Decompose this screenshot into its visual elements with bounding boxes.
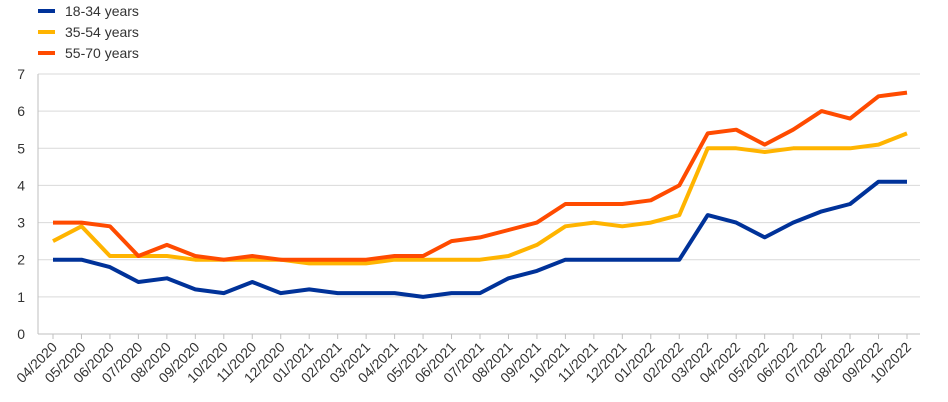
y-tick-label: 7	[17, 66, 25, 82]
y-tick-label: 0	[17, 326, 25, 342]
y-tick-label: 2	[17, 252, 25, 268]
legend-label-18-34: 18-34 years	[65, 2, 139, 19]
chart-legend: 18-34 years 35-54 years 55-70 years	[38, 0, 139, 63]
axes	[37, 74, 920, 335]
y-tick-label: 1	[17, 289, 25, 305]
legend-swatch-18-34	[38, 8, 55, 13]
y-tick-label: 6	[17, 103, 25, 119]
series-line-55-70-years	[53, 90, 908, 262]
y-tick-label: 3	[17, 215, 25, 231]
legend-item-35-54: 35-54 years	[38, 21, 139, 42]
x-axis-ticks: 04/202005/202006/202007/202008/202009/20…	[13, 334, 914, 386]
series-lines	[52, 90, 908, 299]
y-tick-label: 4	[17, 177, 25, 193]
gridlines	[38, 73, 920, 298]
series-line-35-54-years	[52, 131, 908, 266]
series-line-18-34-years	[53, 179, 907, 299]
legend-item-18-34: 18-34 years	[38, 0, 139, 21]
legend-swatch-35-54	[38, 29, 55, 34]
legend-label-35-54: 35-54 years	[65, 23, 139, 40]
y-axis-ticks: 0 1 2 3 4 5 6 7	[17, 66, 25, 342]
legend-swatch-55-70	[38, 50, 55, 55]
legend-item-55-70: 55-70 years	[38, 42, 139, 63]
y-tick-label: 5	[17, 140, 25, 156]
legend-label-55-70: 55-70 years	[65, 44, 139, 61]
